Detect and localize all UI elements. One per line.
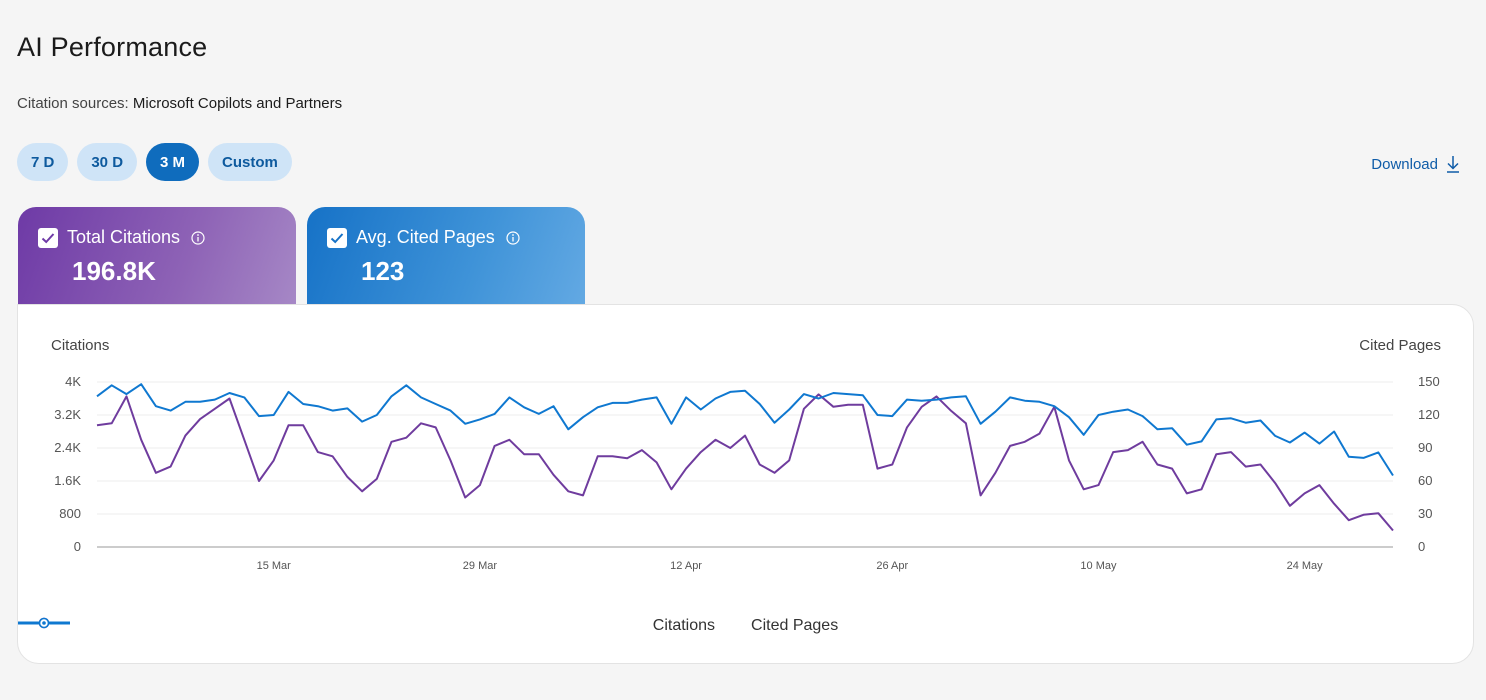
download-icon	[1447, 156, 1459, 173]
x-tick-label: 26 Apr	[876, 560, 908, 572]
x-tick-label: 24 May	[1287, 560, 1324, 572]
avg-cited-pages-checkbox[interactable]	[327, 227, 347, 248]
avg-cited-pages-card[interactable]: Avg. Cited Pages 123	[307, 207, 585, 307]
citation-sources-label: Citation sources:	[17, 95, 129, 112]
total-citations-card[interactable]: Total Citations 196.8K	[18, 207, 296, 307]
left-tick-label: 800	[59, 506, 81, 521]
x-tick-label: 12 Apr	[670, 560, 702, 572]
avg-cited-pages-value: 123	[361, 256, 405, 286]
page-title: AI Performance	[17, 32, 208, 62]
left-tick-label: 4K	[65, 374, 81, 389]
chart-panel: Citations Cited Pages 0 800 1.6K 2.4K 3.2K 4K…	[17, 304, 1474, 664]
left-tick-label: 2.4K	[54, 440, 81, 455]
right-tick-label: 30	[1418, 506, 1432, 521]
total-citations-label: Total Citations	[67, 227, 181, 247]
range-3m-button[interactable]: 3 M	[146, 143, 200, 181]
left-tick-label: 0	[74, 539, 81, 554]
checkmark-icon	[330, 232, 344, 243]
legend-cited-pages-marker	[18, 617, 70, 629]
total-citations-value: 196.8K	[72, 256, 156, 286]
legend-cited-pages[interactable]: Cited Pages	[18, 617, 839, 635]
x-tick-label: 10 May	[1080, 560, 1117, 572]
range-7d-button[interactable]: 7 D	[17, 143, 69, 181]
right-tick-label: 0	[1418, 539, 1425, 554]
chart-legend: Citations Cited Pages	[18, 617, 1473, 635]
checkmark-icon	[41, 232, 55, 243]
legend-citations-label: Citations	[652, 617, 716, 634]
right-tick-label: 90	[1418, 440, 1432, 455]
download-button[interactable]: Download	[1371, 155, 1460, 173]
total-citations-checkbox[interactable]	[38, 227, 58, 248]
legend-cited-pages-label: Cited Pages	[751, 617, 839, 634]
avg-cited-pages-label: Avg. Cited Pages	[356, 227, 495, 247]
legend-citations[interactable]: Citations	[18, 617, 716, 635]
right-tick-label: 150	[1418, 374, 1440, 389]
citations-series-line	[96, 393, 1394, 532]
citation-sources-value: Microsoft Copilots and Partners	[132, 95, 343, 112]
range-30d-button[interactable]: 30 D	[77, 143, 138, 181]
date-range-selector: 7 D 30 D 3 M Custom	[17, 143, 292, 181]
line-chart: Citations Cited Pages 0 800 1.6K 2.4K 3.2K 4K…	[51, 337, 1441, 572]
info-icon[interactable]	[191, 230, 205, 245]
left-tick-label: 1.6K	[54, 473, 81, 488]
citation-sources: Citation sources: Microsoft Copilots and…	[17, 95, 342, 112]
right-axis-title: Cited Pages	[1359, 337, 1441, 354]
info-icon[interactable]	[506, 230, 520, 245]
left-tick-label: 3.2K	[54, 407, 81, 422]
download-label: Download	[1371, 155, 1438, 173]
right-tick-label: 60	[1418, 473, 1432, 488]
cited-pages-series-line	[96, 383, 1394, 477]
right-tick-label: 120	[1418, 407, 1440, 422]
left-axis-title: Citations	[51, 337, 109, 354]
x-tick-label: 29 Mar	[463, 560, 498, 572]
range-custom-button[interactable]: Custom	[208, 143, 292, 181]
x-tick-label: 15 Mar	[257, 560, 292, 572]
